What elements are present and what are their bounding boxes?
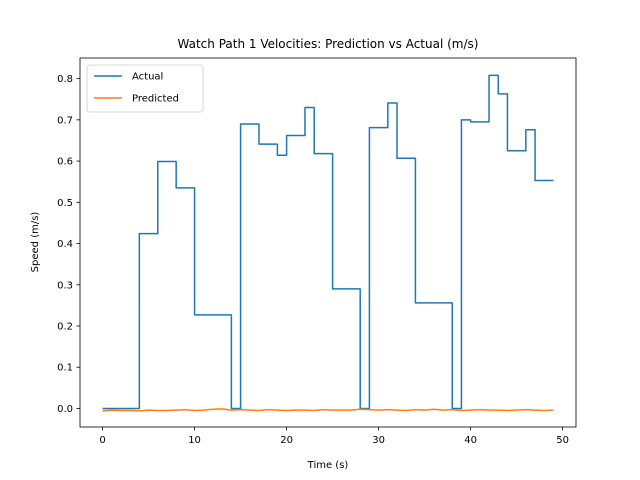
y-axis-label: Speed (m/s) xyxy=(30,212,41,273)
y-tick-label: 0.5 xyxy=(57,198,73,209)
y-tick-label: 0.1 xyxy=(57,363,73,374)
plot-area xyxy=(79,57,577,428)
x-axis-ticks: 0 10 20 30 40 50 xyxy=(99,427,569,446)
y-tick-label: 0.3 xyxy=(57,280,73,291)
x-tick-label: 0 xyxy=(99,435,105,446)
x-tick-label: 30 xyxy=(372,435,385,446)
y-tick-label: 0.0 xyxy=(57,404,73,415)
y-tick-label: 0.8 xyxy=(57,74,73,85)
y-tick-label: 0.6 xyxy=(57,157,73,168)
axes-frame xyxy=(79,57,577,428)
x-tick-label: 50 xyxy=(556,435,569,446)
series-line-predicted xyxy=(102,408,554,412)
legend: Actual Predicted xyxy=(86,64,204,113)
x-tick-label: 40 xyxy=(464,435,477,446)
x-tick-label: 10 xyxy=(188,435,201,446)
x-axis-label: Time (s) xyxy=(307,460,349,471)
y-tick-label: 0.2 xyxy=(57,321,73,332)
series-line-actual xyxy=(102,74,554,410)
x-tick-label: 20 xyxy=(280,435,293,446)
legend-label-actual: Actual xyxy=(132,72,163,83)
chart-title: Watch Path 1 Velocities: Prediction vs A… xyxy=(178,37,479,51)
y-tick-label: 0.4 xyxy=(57,239,73,250)
y-tick-label: 0.7 xyxy=(57,115,73,126)
legend-label-predicted: Predicted xyxy=(132,94,179,105)
y-axis-ticks: 0.0 0.1 0.2 0.3 0.4 0.5 0.6 0.7 0.8 xyxy=(57,74,80,415)
